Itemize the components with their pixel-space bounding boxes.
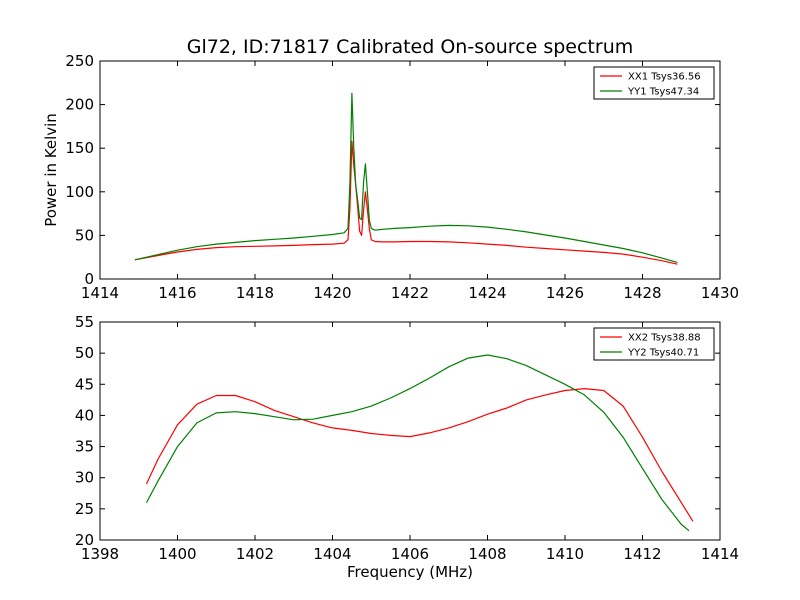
y-tick-label: 100 xyxy=(65,183,94,201)
x-tick-label: 1402 xyxy=(236,545,274,563)
x-tick-label: 1408 xyxy=(468,545,506,563)
x-tick-label: 1410 xyxy=(546,545,584,563)
series-line-yy1 xyxy=(134,92,678,263)
y-tick-label: 35 xyxy=(75,438,94,456)
legend: XX1 Tsys36.56 YY1 Tsys47.34 xyxy=(593,66,715,100)
series-lines xyxy=(134,92,678,265)
x-axis-label: Frequency (MHz) xyxy=(347,563,473,581)
y-tick-label: 200 xyxy=(65,96,94,114)
x-tick-label: 1404 xyxy=(313,545,351,563)
x-tick-label: 1426 xyxy=(546,284,584,302)
y-tick-label: 40 xyxy=(75,406,94,424)
x-tick-label: 1418 xyxy=(236,284,274,302)
y-tick-label: 150 xyxy=(65,139,94,157)
y-tick-label: 25 xyxy=(75,500,94,518)
legend-label: XX2 Tsys38.88 xyxy=(628,333,701,344)
x-tick-label: 1430 xyxy=(701,284,739,302)
y-tick-label: 45 xyxy=(75,375,94,393)
x-tick-label: 1400 xyxy=(158,545,196,563)
y-tick-label: 50 xyxy=(75,344,94,362)
legend-box xyxy=(593,327,715,361)
y-tick-label: 250 xyxy=(65,52,94,70)
x-tick-label: 1428 xyxy=(623,284,661,302)
legend-label: YY2 Tsys40.71 xyxy=(627,348,699,359)
legend-box xyxy=(593,66,715,100)
y-axis-label: Power in Kelvin xyxy=(42,113,60,227)
legend: XX2 Tsys38.88 YY2 Tsys40.71 xyxy=(593,327,715,361)
x-tick-label: 1420 xyxy=(313,284,351,302)
x-tick-label: 1416 xyxy=(158,284,196,302)
x-tick-label: 1412 xyxy=(623,545,661,563)
series-line-xx1 xyxy=(134,140,678,265)
x-tick-label: 1414 xyxy=(81,284,119,302)
x-tick-label: 1406 xyxy=(391,545,429,563)
y-tick-label: 50 xyxy=(75,226,94,244)
x-tick-label: 1398 xyxy=(81,545,119,563)
x-tick-label: 1414 xyxy=(701,545,739,563)
x-tick-label: 1422 xyxy=(391,284,429,302)
y-tick-label: 20 xyxy=(75,531,94,549)
y-tick-label: 0 xyxy=(84,270,94,288)
y-tick-label: 55 xyxy=(75,313,94,331)
top-spectrum-plot: 1414 1416 1418 1420 1422 1424 1426 1428 1430 0 50 1… xyxy=(42,36,739,302)
legend-label: XX1 Tsys36.56 xyxy=(628,72,701,83)
bottom-spectrum-plot: 1398 1400 1402 1404 1406 1408 1410 1412 1414 20 25… xyxy=(75,313,739,581)
x-tick-label: 1424 xyxy=(468,284,506,302)
series-line-xx2 xyxy=(145,388,694,522)
series-line-yy2 xyxy=(145,354,690,532)
series-lines xyxy=(145,354,694,532)
legend-label: YY1 Tsys47.34 xyxy=(627,87,699,98)
chart-title: Gl72, ID:71817 Calibrated On-source spec… xyxy=(187,36,634,58)
y-tick-label: 30 xyxy=(75,469,94,487)
